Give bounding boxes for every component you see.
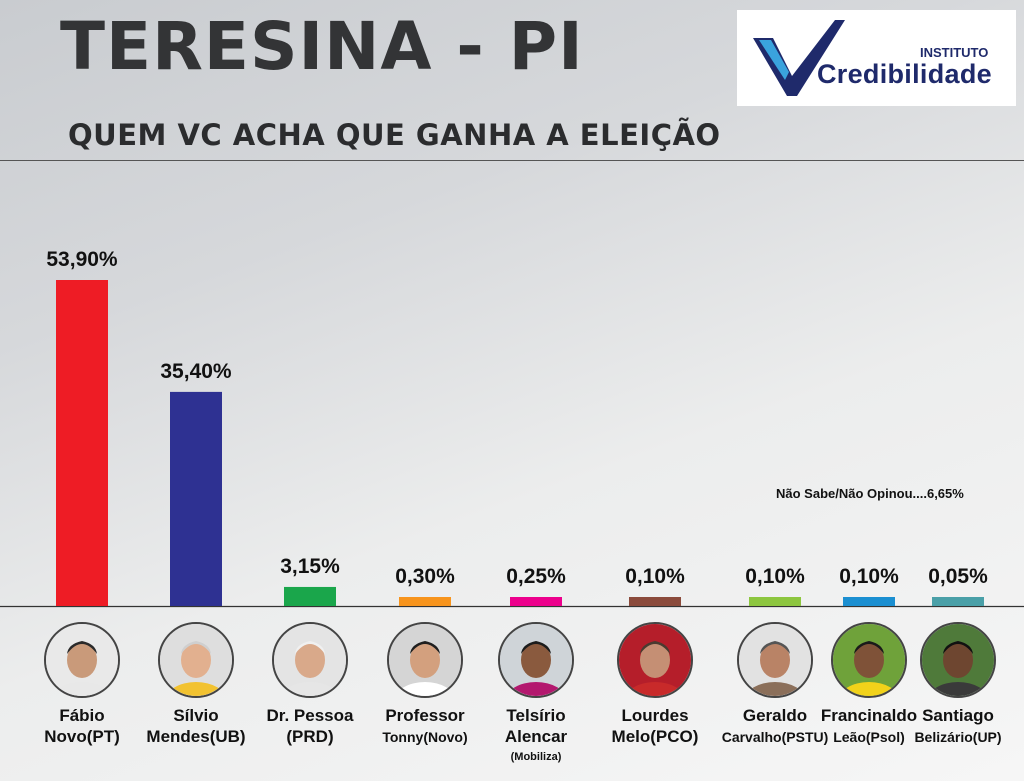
no-opinion-note: Não Sabe/Não Opinou....6,65% bbox=[776, 486, 964, 501]
bar-value-label-5: 0,25% bbox=[506, 565, 566, 588]
checkmark-logo-icon bbox=[753, 20, 845, 96]
header-divider bbox=[0, 160, 1024, 161]
bar-6 bbox=[629, 597, 681, 606]
portrait-icon bbox=[160, 624, 232, 696]
portrait-icon bbox=[619, 624, 691, 696]
candidate-name-line1: Lourdes bbox=[621, 706, 689, 725]
bar-value-label-8: 0,10% bbox=[839, 565, 899, 588]
page-title: TERESINA - PI bbox=[60, 8, 584, 85]
avatar bbox=[617, 622, 693, 698]
candidate-name-line2: Mendes(UB) bbox=[146, 727, 246, 746]
avatar bbox=[920, 622, 996, 698]
bar-value-label-9: 0,05% bbox=[928, 565, 988, 588]
page-subtitle: QUEM VC ACHA QUE GANHA A ELEIÇÃO bbox=[68, 118, 721, 152]
candidate-name-line1: Fábio bbox=[59, 706, 105, 725]
bar-9 bbox=[932, 597, 984, 606]
candidate-name-line1: Santiago bbox=[922, 706, 994, 725]
logo-big-text: Credibilidade bbox=[817, 59, 992, 89]
avatar bbox=[272, 622, 348, 698]
candidate-name-line1: Sílvio bbox=[173, 706, 219, 725]
candidate-name-line1: Geraldo bbox=[742, 706, 808, 725]
candidate-name-line2: Carvalho(PSTU) bbox=[721, 729, 829, 745]
candidate-name-line2: Leão(Psol) bbox=[833, 729, 905, 745]
bar-value-label-1: 53,90% bbox=[46, 248, 118, 271]
avatar bbox=[44, 622, 120, 698]
avatar bbox=[158, 622, 234, 698]
portrait-icon bbox=[389, 624, 461, 696]
logo-small-text: INSTITUTO bbox=[920, 45, 989, 60]
bar-value-label-4: 0,30% bbox=[395, 565, 455, 588]
candidate-name-line1: Professor bbox=[385, 706, 465, 725]
candidate-name-line1: Dr. Pessoa bbox=[266, 706, 354, 725]
avatar bbox=[737, 622, 813, 698]
candidate-1: Fábio Novo(PT) bbox=[22, 620, 142, 748]
candidate-name-line2: Tonny(Novo) bbox=[382, 729, 468, 745]
bar-5 bbox=[510, 597, 562, 606]
candidate-name-line1: Telsírio bbox=[506, 706, 566, 725]
portrait-icon bbox=[833, 624, 905, 696]
logo: INSTITUTO Credibilidade bbox=[737, 10, 1016, 106]
bar-value-label-6: 0,10% bbox=[625, 565, 685, 588]
candidate-name-line2: Melo(PCO) bbox=[611, 727, 699, 746]
bar-value-label-7: 0,10% bbox=[745, 565, 805, 588]
bar-value-label-3: 3,15% bbox=[280, 555, 340, 578]
candidate-3: Dr. Pessoa (PRD) bbox=[250, 620, 370, 748]
bar-7 bbox=[749, 597, 801, 606]
candidate-7: Geraldo Carvalho(PSTU) bbox=[715, 620, 835, 748]
candidate-name-line2: Alencar bbox=[504, 727, 568, 746]
candidate-8: Francinaldo Leão(Psol) bbox=[809, 620, 929, 748]
bar-8 bbox=[843, 597, 895, 606]
avatar bbox=[831, 622, 907, 698]
candidate-4: Professor Tonny(Novo) bbox=[365, 620, 485, 748]
candidate-name-line2: (PRD) bbox=[286, 727, 334, 746]
portrait-icon bbox=[500, 624, 572, 696]
portrait-icon bbox=[46, 624, 118, 696]
candidate-2: Sílvio Mendes(UB) bbox=[136, 620, 256, 748]
avatar bbox=[387, 622, 463, 698]
candidate-6: Lourdes Melo(PCO) bbox=[595, 620, 715, 748]
candidate-9: Santiago Belizário(UP) bbox=[898, 620, 1018, 748]
candidate-name-line2: Novo(PT) bbox=[44, 727, 120, 746]
bar-3 bbox=[284, 586, 336, 606]
bar-2 bbox=[170, 391, 222, 606]
candidate-name-line1: Francinaldo bbox=[820, 706, 918, 725]
bar-value-label-2: 35,40% bbox=[160, 360, 232, 383]
bar-1 bbox=[56, 280, 108, 606]
bar-4 bbox=[399, 597, 451, 606]
candidate-5: Telsírio Alencar (Mobiliza) bbox=[476, 620, 596, 766]
candidate-name-line3: (Mobiliza) bbox=[510, 751, 562, 763]
portrait-icon bbox=[739, 624, 811, 696]
candidate-name-line2: Belizário(UP) bbox=[914, 729, 1002, 745]
portrait-icon bbox=[922, 624, 994, 696]
avatar bbox=[498, 622, 574, 698]
portrait-icon bbox=[274, 624, 346, 696]
